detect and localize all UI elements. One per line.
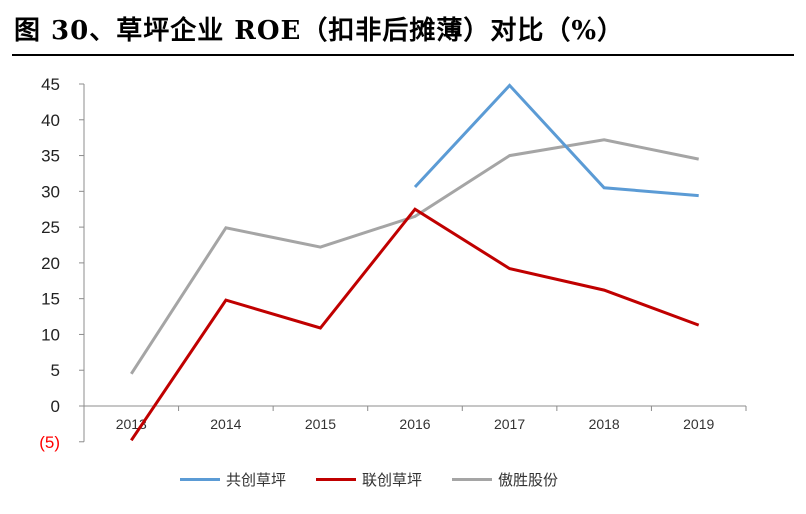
- y-tick-label: 5: [51, 361, 60, 380]
- chart-title: 图 30、草坪企业 ROE（扣非后摊薄）对比（%）: [14, 16, 625, 46]
- series-line: [413, 83, 699, 198]
- x-tick-label: 2015: [305, 416, 336, 432]
- x-tick-label: 2016: [399, 416, 430, 432]
- y-tick-label: 0: [51, 397, 60, 416]
- y-tick-label: 25: [41, 218, 60, 237]
- legend-item-aosheng: 傲胜股份: [452, 469, 558, 490]
- y-tick-label: 40: [41, 111, 60, 130]
- x-tick-label: 2019: [683, 416, 714, 432]
- y-tick-label: 20: [41, 254, 60, 273]
- x-tick-label: 2017: [494, 416, 525, 432]
- x-tick-label: 2018: [589, 416, 620, 432]
- x-tick-label: 2014: [210, 416, 241, 432]
- legend-item-gongchuang: 共创草坪: [180, 469, 286, 490]
- y-tick-label: 15: [41, 290, 60, 309]
- legend-item-lianchuang: 联创草坪: [316, 469, 422, 490]
- y-tick-label: 45: [41, 75, 60, 94]
- chart-legend: 共创草坪 联创草坪 傲胜股份: [180, 469, 558, 490]
- series-line: [130, 138, 699, 375]
- legend-label: 联创草坪: [362, 471, 423, 489]
- y-tick-label: 35: [41, 147, 60, 166]
- title-underline: [12, 54, 794, 56]
- legend-label: 傲胜股份: [498, 471, 559, 489]
- series-line: [130, 207, 700, 442]
- legend-swatch-red: [316, 478, 357, 481]
- y-tick-label: (5): [39, 433, 60, 452]
- legend-swatch-blue: [180, 478, 220, 481]
- y-tick-label: 10: [41, 325, 60, 344]
- y-tick-label: 30: [41, 182, 60, 201]
- legend-label: 共创草坪: [226, 471, 287, 489]
- legend-swatch-grey: [452, 478, 493, 481]
